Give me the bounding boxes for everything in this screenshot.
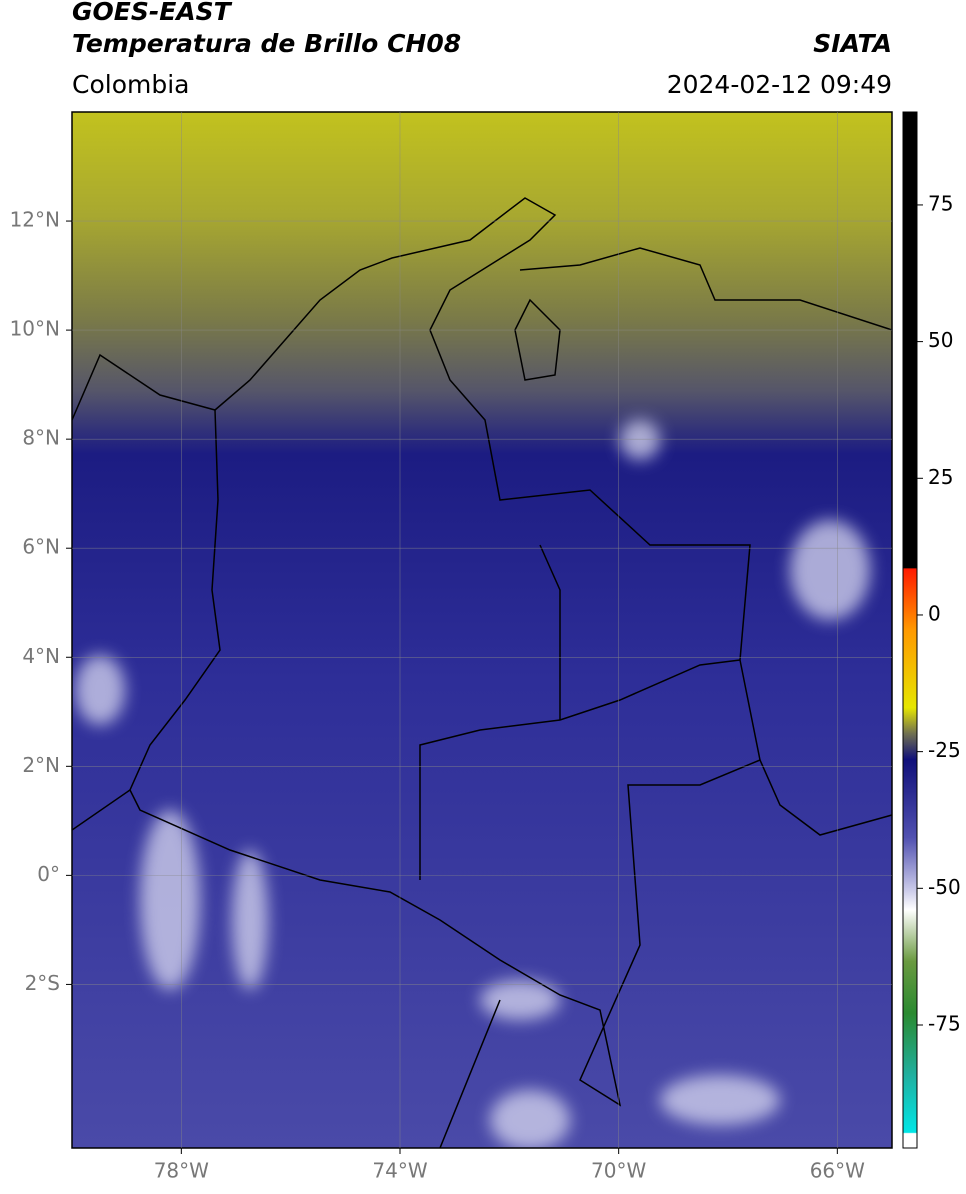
satellite-field [72,112,892,1148]
colorbar-tick-label: -25 [928,738,961,762]
y-tick-label: 0° [37,862,60,886]
subtitle: Temperatura de Brillo CH08 [72,29,461,58]
y-tick-label: 2°N [22,753,60,777]
y-tick-label: 6°N [22,535,60,559]
colorbar-tick-label: 25 [928,465,953,489]
x-tick-label: 70°W [591,1159,646,1183]
title: GOES-EAST [72,0,233,26]
y-tick-label: 8°N [22,426,60,450]
map-frame [71,111,893,1149]
region: Colombia [72,70,189,99]
x-tick-label: 66°W [810,1159,865,1183]
source: SIATA [813,29,892,58]
colorbar-tick-label: -50 [928,875,961,899]
y-tick-label: 12°N [10,208,60,232]
colorbar [902,111,918,1149]
colorbar-tick-label: -75 [928,1011,961,1035]
datetime: 2024-02-12 09:49 [667,70,892,99]
y-tick-label: 2°S [25,971,60,995]
colorbar-tick-label: 50 [928,328,953,352]
x-tick-label: 78°W [154,1159,209,1183]
borders [72,197,892,1148]
y-tick-label: 10°N [10,317,60,341]
x-tick-label: 74°W [372,1159,427,1183]
colorbar-tick-label: 75 [928,191,953,215]
colorbar-tick-label: 0 [928,601,941,625]
y-tick-label: 4°N [22,644,60,668]
map-image [72,112,892,1148]
cold-clouds [75,420,870,1148]
